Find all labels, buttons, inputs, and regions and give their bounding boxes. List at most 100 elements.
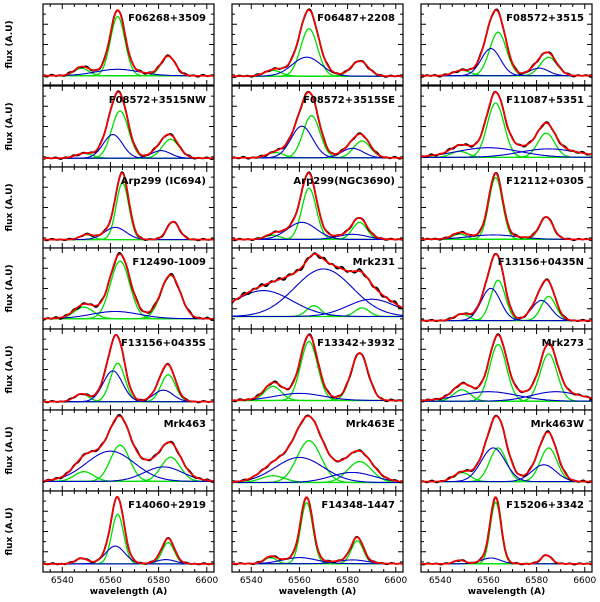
- panel-title: F08572+3515SE: [303, 95, 395, 106]
- x-tick-label: 6540: [51, 576, 74, 586]
- total-fit-line: [232, 91, 403, 159]
- panel-title: Mrk463: [164, 419, 206, 430]
- spectrum-panel: F12490-1009: [42, 247, 215, 330]
- broad-component-line: [42, 450, 214, 482]
- panel-title: Mrk231: [353, 257, 395, 268]
- spectrum-panel: F08572+3515: [420, 3, 593, 86]
- panel-title: F12490-1009: [132, 257, 206, 268]
- panel-title: Mrk463W: [531, 419, 584, 430]
- spectrum-panel: F13156+0435S: [42, 328, 215, 411]
- spectrum-panel: F14060+2919: [42, 490, 215, 573]
- panel-title: Arp299 (IC694): [121, 176, 206, 187]
- x-axis-labels: 6540 6560 6580 6600 wavelength (A) 6540 6560 65…: [51, 576, 597, 597]
- panel-frame: [42, 490, 215, 573]
- total-fit-line: [43, 334, 214, 403]
- total-fit-line: [421, 172, 592, 241]
- panel-frame: [231, 3, 404, 86]
- broad-component-line: [43, 150, 214, 159]
- total-fit-line: [421, 334, 592, 402]
- narrow-component-line: [421, 150, 592, 159]
- broad-component-line: [232, 298, 403, 318]
- y-axis-label: flux (A.U): [5, 345, 15, 393]
- total-fit-line: [421, 496, 592, 565]
- panel-title: F08572+3515: [506, 13, 584, 24]
- x-tick-label: 6580: [525, 576, 548, 586]
- panel-title: F14348-1447: [321, 500, 395, 511]
- panel-title: F12112+0305: [506, 176, 584, 187]
- panel-title: F06487+2208: [317, 13, 395, 24]
- spectrum-panel: F12112+0305: [420, 166, 593, 249]
- broad-component-line: [232, 147, 403, 159]
- y-axis-label: flux (A.U): [5, 102, 15, 150]
- total-fit-line: [42, 415, 214, 482]
- x-tick-label: 6540: [240, 576, 263, 586]
- spectrum-panel: F13342+3932: [231, 328, 404, 411]
- total-fit-line: [43, 9, 214, 77]
- total-fit-line: [43, 91, 214, 159]
- total-fit-line: [232, 334, 403, 402]
- total-fit-line: [421, 9, 592, 77]
- x-tick-label: 6580: [336, 576, 359, 586]
- spectrum-panel: F15206+3342: [420, 490, 593, 573]
- panel-title: Mrk273: [542, 338, 584, 349]
- panel-frame: [42, 328, 215, 411]
- x-tick-label: 6600: [573, 576, 596, 586]
- total-fit-line: [421, 415, 592, 483]
- total-fit-line: [43, 253, 214, 320]
- broad-component-line: [421, 299, 592, 322]
- spectrum-panel: Mrk231: [231, 247, 404, 330]
- broad-component-line: [231, 456, 403, 484]
- spectrum-panel: F08572+3515SE: [231, 85, 404, 168]
- broad-component-line: [421, 147, 592, 158]
- panel-frame: [420, 85, 593, 168]
- x-tick-label: 6560: [288, 576, 311, 586]
- broad-component-line: [231, 290, 403, 318]
- broad-component-line: [232, 233, 403, 240]
- total-fit-line: [232, 496, 403, 565]
- panel-title: Mrk463E: [346, 419, 395, 430]
- broad-component-line: [421, 464, 592, 483]
- x-axis-label: wavelength (A): [468, 587, 545, 597]
- broad-component-line: [232, 471, 403, 484]
- panel-grid: F06268+3509 F06487+2208 F08572+3515 F08572+…: [42, 3, 593, 573]
- x-tick-label: 6560: [477, 576, 500, 586]
- x-axis-label: wavelength (A): [90, 587, 167, 597]
- y-axis-label: flux (A.U): [5, 183, 15, 231]
- spectrum-panel: Arp299(NGC3690): [231, 166, 404, 249]
- panel-title: Arp299(NGC3690): [293, 176, 395, 187]
- total-fit-line: [232, 9, 403, 77]
- total-fit-line: [421, 253, 592, 322]
- y-axis-label: flux (A.U): [5, 264, 15, 312]
- panel-title: F11087+5351: [506, 95, 584, 106]
- y-axis-labels: flux (A.U) flux (A.U) flux (A.U) flux (A.U)…: [5, 20, 15, 555]
- y-axis-label: flux (A.U): [5, 426, 15, 474]
- broad-component-line: [421, 391, 592, 402]
- broad-component-line: [421, 67, 592, 77]
- panel-title: F06268+3509: [128, 13, 206, 24]
- panel-frame: [420, 166, 593, 249]
- spectrum-panel: Mrk463: [42, 409, 215, 492]
- broad-component-line: [232, 268, 403, 317]
- spectrum-panel: F11087+5351: [420, 85, 593, 168]
- total-fit-line: [232, 172, 403, 241]
- spectrum-panel: Arp299 (IC694): [42, 166, 215, 249]
- spectrum-panel: F06268+3509: [42, 3, 215, 86]
- x-tick-label: 6560: [99, 576, 122, 586]
- panel-title: F13156+0435S: [121, 338, 206, 349]
- x-axis-label: wavelength (A): [279, 587, 356, 597]
- x-tick-label: 6600: [195, 576, 218, 586]
- panel-title: F15206+3342: [506, 500, 584, 511]
- y-axis-label: flux (A.U): [5, 507, 15, 555]
- x-tick-label: 6580: [147, 576, 170, 586]
- y-axis-label: flux (A.U): [5, 20, 15, 68]
- total-fit-line: [231, 253, 403, 309]
- spectrum-panel: F14348-1447: [231, 490, 404, 573]
- spectrum-panel: Mrk463E: [231, 409, 404, 492]
- x-tick-label: 6600: [384, 576, 407, 586]
- total-fit-line: [421, 91, 592, 158]
- panel-frame: [231, 490, 404, 573]
- broad-component-line: [43, 310, 214, 320]
- broad-component-line: [421, 148, 592, 158]
- broad-component-line: [232, 56, 403, 77]
